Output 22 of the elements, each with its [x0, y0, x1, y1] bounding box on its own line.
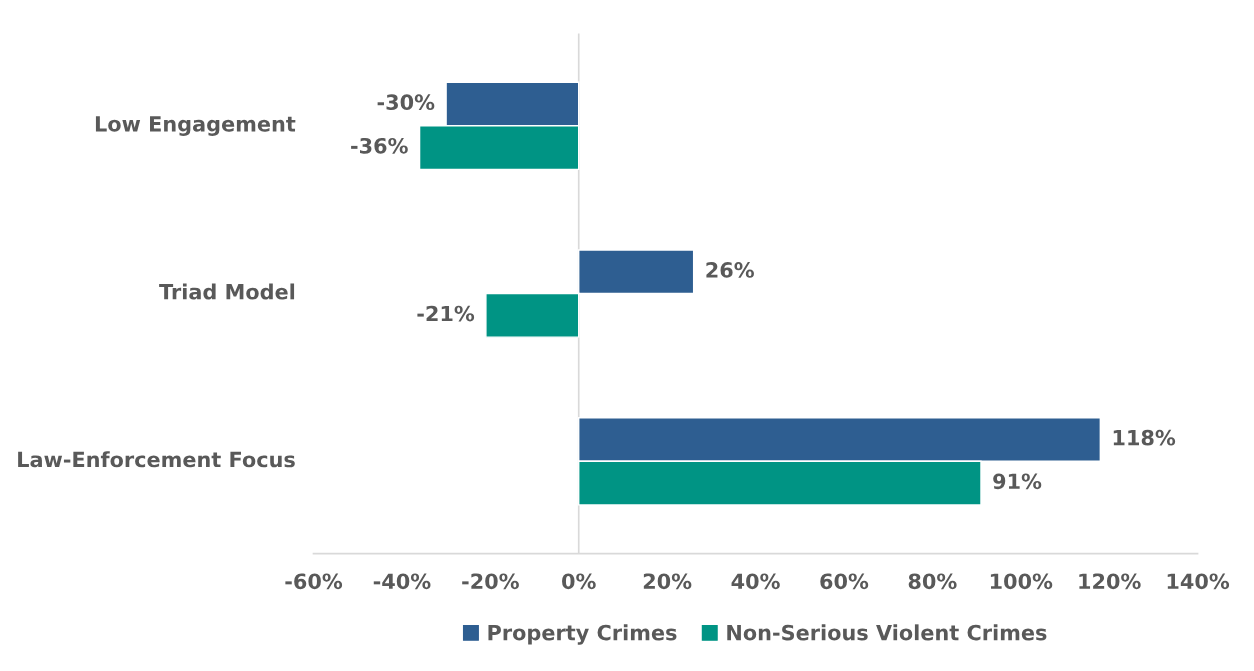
x-tick-label: 120%: [1079, 573, 1141, 590]
x-tick-label: 60%: [820, 573, 869, 590]
x-tick-label: 0%: [562, 573, 596, 590]
x-tick-label: 20%: [643, 573, 692, 590]
x-tick-label: -40%: [373, 573, 431, 590]
x-tick-label: 140%: [1167, 573, 1230, 590]
legend-label: Property Crimes: [488, 624, 677, 645]
x-tick-label: -60%: [285, 573, 343, 590]
data-label: -21%: [417, 305, 475, 322]
data-label: 91%: [993, 473, 1042, 490]
data-label: 118%: [1113, 429, 1176, 446]
x-tick-label: 80%: [908, 573, 957, 590]
y-tick-label: Low Engagement: [95, 116, 296, 136]
x-tick-label: 100%: [990, 573, 1053, 590]
legend-label: Non-Serious Violent Crimes: [727, 624, 1047, 641]
x-tick-label: -20%: [462, 573, 519, 590]
data-label: -30%: [377, 94, 435, 111]
y-tick-label: Triad Model: [159, 283, 295, 300]
x-tick-label: 40%: [731, 573, 780, 590]
data-label: 26%: [706, 262, 754, 278]
data-label: -36%: [351, 137, 408, 154]
y-tick-label: Law-Enforcement Focus: [18, 451, 295, 468]
